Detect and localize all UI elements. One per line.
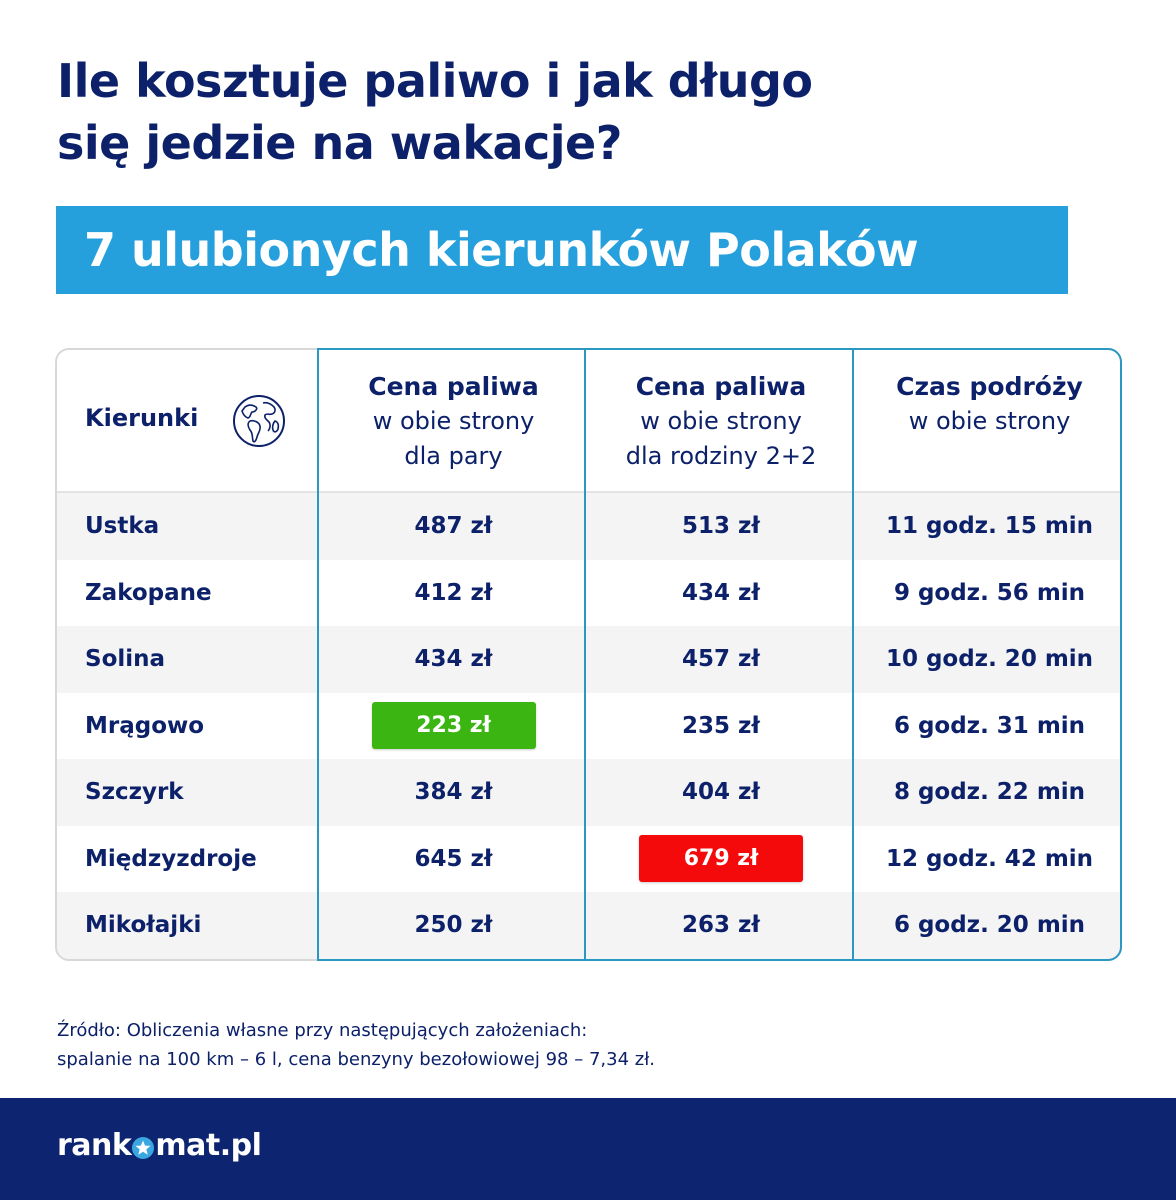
rankomat-logo[interactable]: rank mat.pl <box>57 1128 262 1163</box>
source-note: Źródło: Obliczenia własne przy następują… <box>57 1016 957 1074</box>
destination-name: Międzyzdroje <box>85 845 257 872</box>
table-row: Mikołajki 250 zł 263 zł 6 godz. 20 min <box>57 892 1120 959</box>
price-family: 679 zł <box>587 826 855 893</box>
price-family: 263 zł <box>682 912 760 939</box>
price-family: 513 zł <box>682 513 760 540</box>
table-header-row: Kierunki Cena paliwa w obie strony dla p… <box>57 350 1120 493</box>
table-row: Międzyzdroje 645 zł 679 zł 12 godz. 42 m… <box>57 825 1120 893</box>
table-body: Ustka 487 zł 513 zł 11 godz. 15 min Zako… <box>57 493 1120 959</box>
lowest-price-badge: 223 zł <box>371 702 536 750</box>
highest-price-badge: 679 zł <box>639 835 803 883</box>
header-price-couple-line3: dla pary <box>404 442 503 470</box>
header-travel-time: Czas podróży w obie strony <box>855 350 1120 491</box>
header-price-couple-title: Cena paliwa <box>368 372 539 401</box>
table-body-frame: Kierunki Cena paliwa w obie strony dla p… <box>55 348 1122 961</box>
header-travel-time-line2: w obie strony <box>908 407 1071 435</box>
header-price-couple: Cena paliwa w obie strony dla pary <box>320 350 587 491</box>
price-couple: 434 zł <box>414 646 493 673</box>
star-icon <box>132 1136 155 1159</box>
travel-time: 12 godz. 42 min <box>885 845 1094 872</box>
price-couple: 645 zł <box>414 845 493 872</box>
travel-time: 8 godz. 22 min <box>893 779 1086 806</box>
price-couple: 412 zł <box>414 579 493 606</box>
destination-name: Zakopane <box>85 579 212 606</box>
price-couple: 250 zł <box>414 912 493 939</box>
table-row: Ustka 487 zł 513 zł 11 godz. 15 min <box>57 493 1120 560</box>
header-price-family-title: Cena paliwa <box>635 372 807 401</box>
table-row: Zakopane 412 zł 434 zł 9 godz. 56 min <box>57 559 1120 626</box>
travel-time: 6 godz. 20 min <box>893 912 1086 939</box>
price-couple: 487 zł <box>414 513 493 540</box>
travel-time: 6 godz. 31 min <box>893 712 1086 739</box>
price-family: 434 zł <box>682 579 760 606</box>
header-travel-time-title: Czas podróży <box>896 372 1083 401</box>
table-row: Solina 434 zł 457 zł 10 godz. 20 min <box>57 626 1120 693</box>
table-row: Mrągowo 223 zł 235 zł 6 godz. 31 min <box>57 692 1120 760</box>
footer-bar: rank mat.pl <box>0 1098 1176 1200</box>
subtitle: 7 ulubionych kierunków Polaków <box>84 223 919 277</box>
price-family: 404 zł <box>682 779 760 806</box>
header-price-family-line2: w obie strony <box>640 407 802 435</box>
table-row: Szczyrk 384 zł 404 zł 8 godz. 22 min <box>57 759 1120 826</box>
price-couple: 223 zł <box>320 693 587 760</box>
source-line-2: spalanie na 100 km – 6 l, cena benzyny b… <box>57 1049 656 1070</box>
destination-name: Ustka <box>85 513 160 540</box>
destination-name: Mikołajki <box>85 912 202 939</box>
subtitle-banner: 7 ulubionych kierunków Polaków <box>56 206 1068 294</box>
destination-name: Szczyrk <box>85 779 184 806</box>
title-line-1: Ile kosztuje paliwo i jak długo <box>57 54 813 108</box>
logo-text-start: rank <box>57 1128 132 1163</box>
globe-icon <box>233 395 285 447</box>
title-line-2: się jedzie na wakacje? <box>57 116 622 170</box>
logo-text-end: mat.pl <box>155 1128 262 1163</box>
header-price-family: Cena paliwa w obie strony dla rodziny 2+… <box>587 350 855 491</box>
header-destinations: Kierunki <box>57 350 320 491</box>
travel-time: 10 godz. 20 min <box>885 646 1094 673</box>
page-title: Ile kosztuje paliwo i jak długo się jedz… <box>57 50 1057 174</box>
destinations-table: Kierunki Cena paliwa w obie strony dla p… <box>55 348 1122 961</box>
price-couple: 384 zł <box>414 779 493 806</box>
header-destinations-label: Kierunki <box>85 404 199 432</box>
price-family: 235 zł <box>682 712 760 739</box>
destination-name: Mrągowo <box>85 712 205 739</box>
source-line-1: Źródło: Obliczenia własne przy następują… <box>57 1020 588 1041</box>
header-price-couple-line2: w obie strony <box>372 407 535 435</box>
travel-time: 11 godz. 15 min <box>885 513 1094 540</box>
header-price-family-line3: dla rodziny 2+2 <box>625 442 817 470</box>
travel-time: 9 godz. 56 min <box>893 579 1086 606</box>
price-family: 457 zł <box>682 646 760 673</box>
destination-name: Solina <box>85 646 166 673</box>
